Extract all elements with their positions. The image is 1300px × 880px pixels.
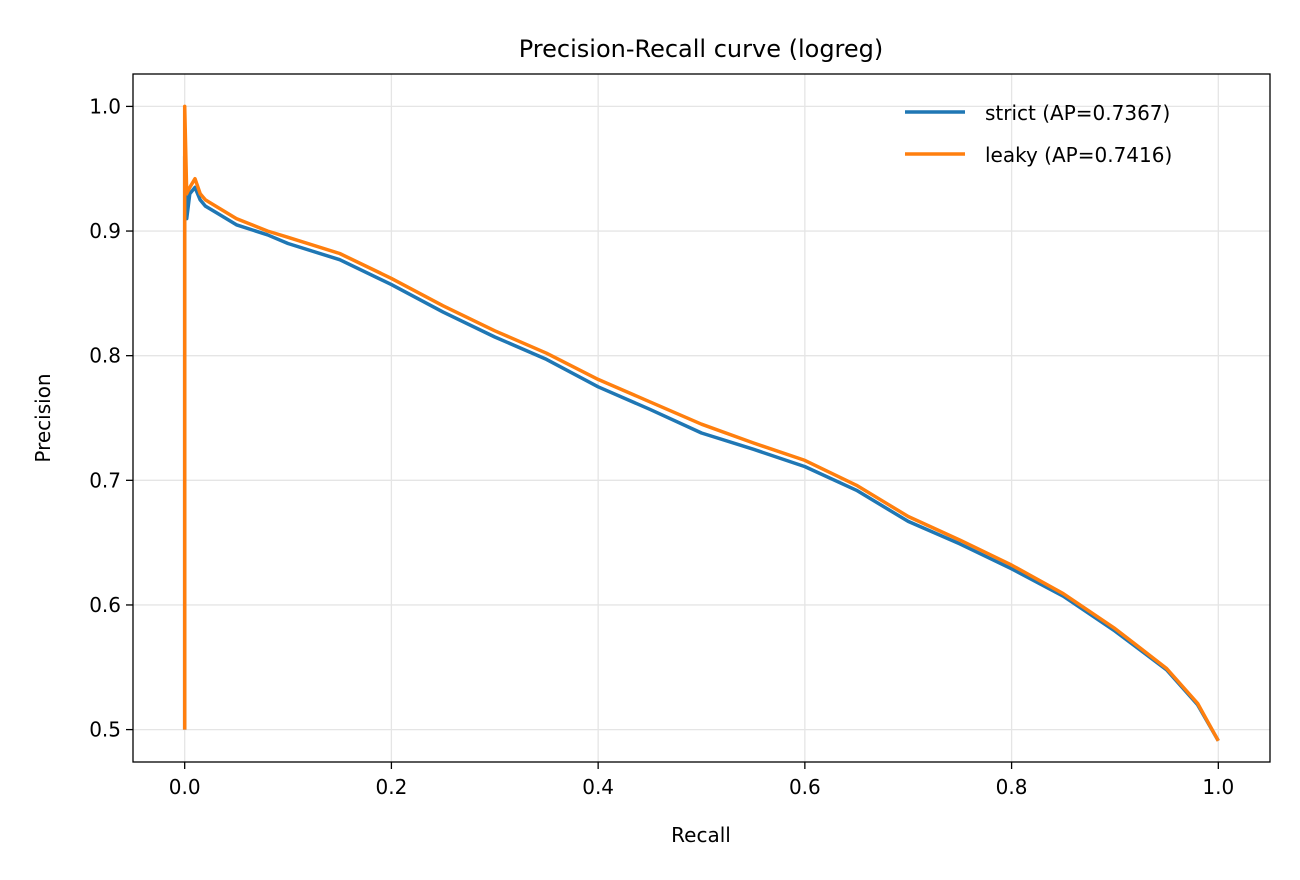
y-tick-label: 0.7	[89, 468, 121, 492]
y-tick-label: 1.0	[89, 94, 121, 118]
series-line-leaky	[182, 104, 1220, 742]
y-tick-label: 0.9	[89, 219, 121, 243]
legend-label-strict: strict (AP=0.7367)	[985, 101, 1170, 125]
plot-frame	[132, 73, 1271, 763]
y-tick-label: 0.5	[89, 718, 121, 742]
x-axis-label: Recall	[671, 823, 731, 847]
x-tick-label: 0.4	[582, 775, 614, 799]
legend-label-leaky: leaky (AP=0.7416)	[985, 143, 1172, 167]
x-axis: 0.0 0.2 0.4 0.6 0.8 1.0	[169, 762, 1234, 799]
y-tick-label: 0.6	[89, 593, 121, 617]
series-lines	[182, 104, 1220, 742]
y-axis-label: Precision	[31, 373, 55, 462]
legend: strict (AP=0.7367) leaky (AP=0.7416)	[905, 101, 1172, 167]
series-line-strict	[182, 154, 1220, 742]
x-tick-label: 0.6	[789, 775, 821, 799]
y-axis: 0.5 0.6 0.7 0.8 0.9 1.0	[89, 94, 133, 742]
x-tick-label: 0.0	[169, 775, 201, 799]
y-tick-label: 0.8	[89, 344, 121, 368]
x-tick-label: 0.8	[996, 775, 1028, 799]
chart-title: Precision-Recall curve (logreg)	[519, 35, 884, 63]
grid	[133, 74, 1270, 762]
x-tick-label: 1.0	[1202, 775, 1234, 799]
x-tick-label: 0.2	[376, 775, 408, 799]
